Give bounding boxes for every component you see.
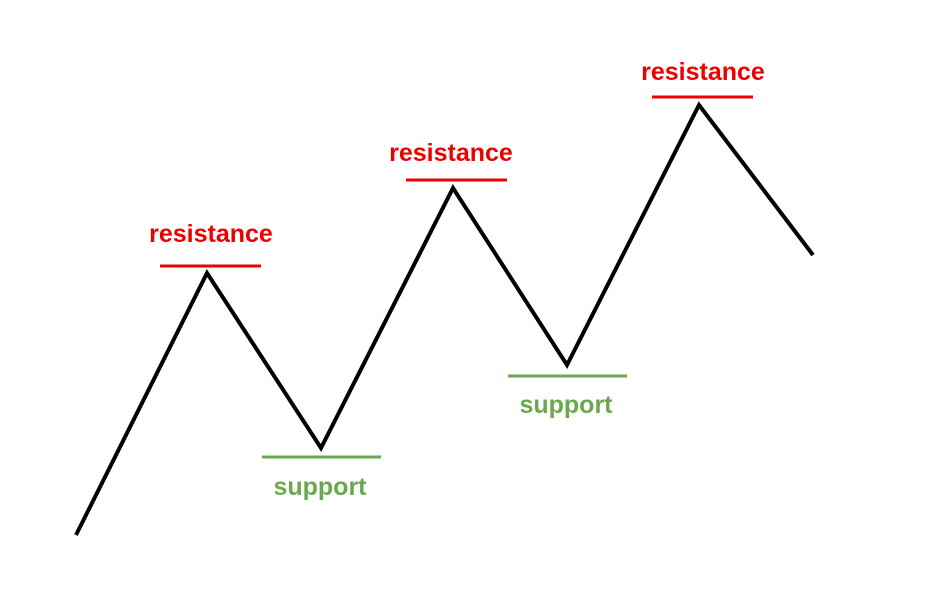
resistance-label-3: resistance (641, 58, 765, 86)
resistance-label-1: resistance (149, 220, 273, 248)
resistance-label-2: resistance (389, 139, 513, 167)
support-label-2: support (519, 391, 613, 419)
price-path (74, 101, 815, 536)
support-label-1: support (273, 473, 367, 501)
